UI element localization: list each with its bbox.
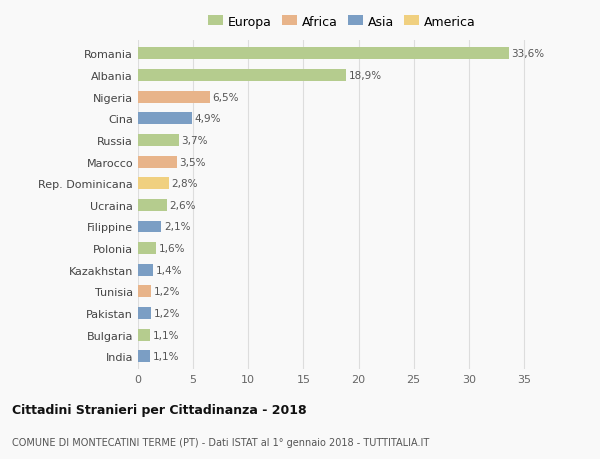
Bar: [138, 178, 169, 190]
Bar: [138, 351, 150, 363]
Bar: [138, 286, 151, 298]
Bar: [138, 308, 151, 319]
Bar: [138, 48, 509, 60]
Text: 18,9%: 18,9%: [349, 71, 382, 81]
Bar: [138, 70, 346, 82]
Bar: [138, 329, 150, 341]
Text: 1,1%: 1,1%: [153, 330, 179, 340]
Bar: [138, 243, 155, 255]
Bar: [138, 134, 179, 146]
Text: Cittadini Stranieri per Cittadinanza - 2018: Cittadini Stranieri per Cittadinanza - 2…: [12, 403, 307, 416]
Bar: [138, 221, 161, 233]
Text: 3,5%: 3,5%: [179, 157, 206, 167]
Text: 3,7%: 3,7%: [182, 136, 208, 146]
Text: 1,2%: 1,2%: [154, 308, 181, 319]
Text: 1,6%: 1,6%: [158, 244, 185, 253]
Text: 1,1%: 1,1%: [153, 352, 179, 362]
Text: 4,9%: 4,9%: [195, 114, 221, 124]
Bar: [138, 264, 154, 276]
Text: 1,4%: 1,4%: [156, 265, 182, 275]
Bar: [138, 91, 209, 103]
Text: 2,6%: 2,6%: [169, 201, 196, 210]
Bar: [138, 156, 176, 168]
Bar: [138, 200, 167, 211]
Text: 2,8%: 2,8%: [172, 179, 198, 189]
Text: 6,5%: 6,5%: [212, 92, 239, 102]
Bar: [138, 113, 192, 125]
Text: COMUNE DI MONTECATINI TERME (PT) - Dati ISTAT al 1° gennaio 2018 - TUTTITALIA.IT: COMUNE DI MONTECATINI TERME (PT) - Dati …: [12, 437, 429, 447]
Text: 33,6%: 33,6%: [511, 49, 544, 59]
Legend: Europa, Africa, Asia, America: Europa, Africa, Asia, America: [208, 16, 476, 28]
Text: 1,2%: 1,2%: [154, 287, 181, 297]
Text: 2,1%: 2,1%: [164, 222, 190, 232]
